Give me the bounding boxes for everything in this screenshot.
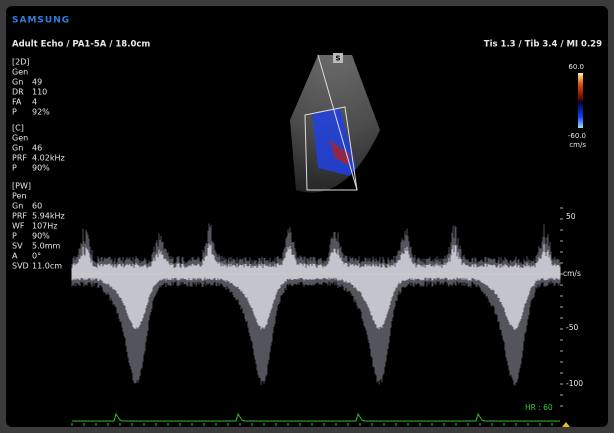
param-header: [PW] [12,182,31,191]
heart-rate: HR : 60 [525,403,553,412]
color-bar [578,73,583,128]
screen-area [6,6,608,427]
param-value: 107Hz [32,222,57,231]
param-value: 5.0mm [32,242,61,251]
scale-label: -100 [566,379,583,388]
param-value: 46 [32,144,42,153]
param-label: FA [12,98,22,107]
param-header: [C] [12,124,24,133]
param-value: 0° [32,252,41,261]
sector-marker: S [335,55,340,63]
param-label: Gen [12,68,28,77]
param-value: 90% [32,164,50,173]
param-label: SVD [12,262,29,271]
param-value: 92% [32,108,50,117]
color-bar-min: -60.0 [568,132,586,140]
param-label: Pen [12,192,27,201]
param-label: SV [12,242,23,251]
param-label: Gn [12,78,23,87]
ecg-line [72,412,560,422]
param-label: A [12,252,18,261]
param-label: P [12,164,17,173]
doppler-unit: cm/s [563,269,581,278]
color-bar-unit: cm/s [569,141,586,149]
color-bar-max: 60.0 [568,63,584,71]
header-left: Adult Echo / PA1-5A / 18.0cm [12,40,150,50]
header-right: Tis 1.3 / Tib 3.4 / MI 0.29 [484,40,602,50]
time-marker [562,422,570,427]
brand: SAMSUNG [12,16,70,26]
param-label: Gen [12,134,28,143]
param-value: 90% [32,232,50,241]
param-label: P [12,232,17,241]
param-value: 11.0cm [32,262,62,271]
sector-image [290,53,380,193]
param-value: 60 [32,202,42,211]
param-value: 4.02kHz [32,154,65,163]
param-value: 110 [32,88,47,97]
param-value: 49 [32,78,42,87]
scale-label: 50 [566,212,576,221]
param-value: 4 [32,98,37,107]
param-label: PRF [12,154,27,163]
param-label: P [12,108,17,117]
param-label: Gn [12,144,23,153]
param-header: [2D] [12,58,30,67]
ecg-trace [71,412,570,427]
param-label: WF [12,222,25,231]
scale-label: -50 [566,323,578,332]
param-value: 5.94kHz [32,212,65,221]
param-label: Gn [12,202,23,211]
param-label: PRF [12,212,27,221]
param-label: DR [12,88,24,97]
